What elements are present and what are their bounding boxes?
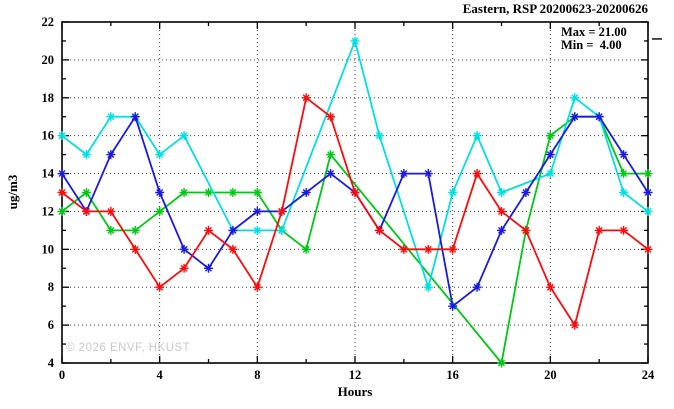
y-tick-label: 6	[48, 318, 54, 332]
chart-title: Eastern, RSP 20200623-20200626	[462, 1, 648, 16]
series-markers-red-day-series	[57, 93, 653, 330]
y-axis-label: ug/m3	[5, 174, 20, 210]
legend-max-label: Max = 21.00	[561, 25, 627, 39]
y-tick-label: 16	[42, 129, 55, 143]
y-tick-label: 18	[42, 91, 55, 105]
y-tick-label: 22	[42, 15, 55, 29]
y-tick-label: 4	[48, 356, 55, 370]
y-tick-label: 12	[42, 204, 55, 218]
x-axis-label: Hours	[337, 384, 373, 399]
x-tick-label: 4	[157, 368, 164, 382]
x-tick-label: 24	[642, 368, 655, 382]
watermark: © 2026 ENVF, HKUST	[66, 342, 191, 354]
x-tick-label: 16	[446, 368, 459, 382]
legend: Max = 21.00 Min = 4.00	[561, 26, 627, 52]
y-tick-label: 20	[42, 53, 55, 67]
legend-min-label: Min = 4.00	[561, 38, 622, 52]
series-line-red-day-series	[61, 96, 649, 328]
x-tick-label: 20	[544, 368, 557, 382]
x-tick-label: 0	[59, 368, 65, 382]
y-tick-label: 10	[42, 242, 55, 256]
x-tick-label: 8	[254, 368, 260, 382]
series-line-cyan-day-series	[61, 37, 649, 291]
y-tick-label: 8	[48, 280, 54, 294]
y-tick-label: 14	[42, 167, 55, 181]
x-tick-label: 12	[349, 368, 362, 382]
